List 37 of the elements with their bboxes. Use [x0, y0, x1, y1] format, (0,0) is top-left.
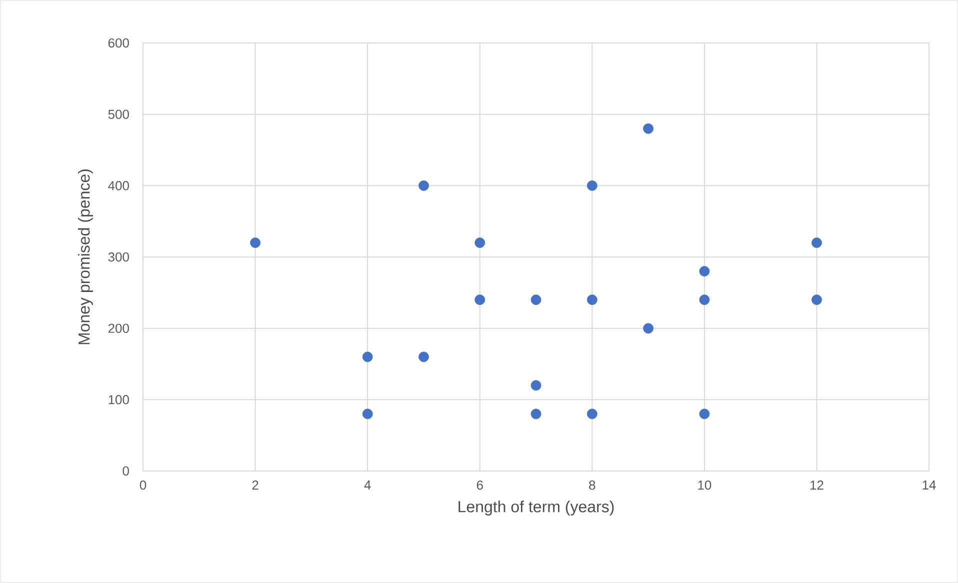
x-tick-label: 10	[698, 480, 712, 490]
y-tick-label: 0	[122, 466, 129, 476]
point	[812, 238, 822, 248]
point	[699, 266, 710, 276]
point	[418, 352, 429, 362]
x-tick-label: 6	[476, 480, 483, 490]
point	[586, 294, 598, 305]
y-axis-title: Money promised (pence)	[78, 170, 93, 344]
y-tick-label: 600	[108, 38, 129, 48]
x-tick-label: 12	[810, 480, 824, 490]
x-tick-label: 4	[364, 480, 371, 490]
x-tick-label: 2	[252, 480, 258, 490]
y-tick-label: 400	[108, 181, 129, 190]
point	[699, 294, 710, 305]
point	[362, 352, 373, 362]
point	[530, 294, 542, 305]
point	[812, 294, 822, 305]
x-axis-title: Length of term (years)	[458, 500, 614, 516]
point	[362, 408, 373, 420]
point	[586, 180, 598, 191]
point	[643, 323, 654, 334]
point	[530, 408, 542, 420]
point	[250, 238, 260, 248]
point	[474, 294, 486, 305]
y-tick-label: 100	[108, 395, 129, 404]
y-tick-label: 500	[108, 110, 129, 119]
point	[530, 380, 542, 391]
y-tick-label: 300	[108, 252, 129, 262]
y-tick-label: 200	[108, 324, 129, 333]
x-tick-label: 14	[922, 480, 936, 490]
x-tick-label: 0	[140, 480, 146, 490]
point	[418, 180, 429, 191]
x-tick-label: 8	[589, 480, 596, 490]
point	[586, 408, 598, 420]
point	[699, 408, 710, 420]
point	[474, 238, 486, 248]
point	[643, 123, 654, 134]
